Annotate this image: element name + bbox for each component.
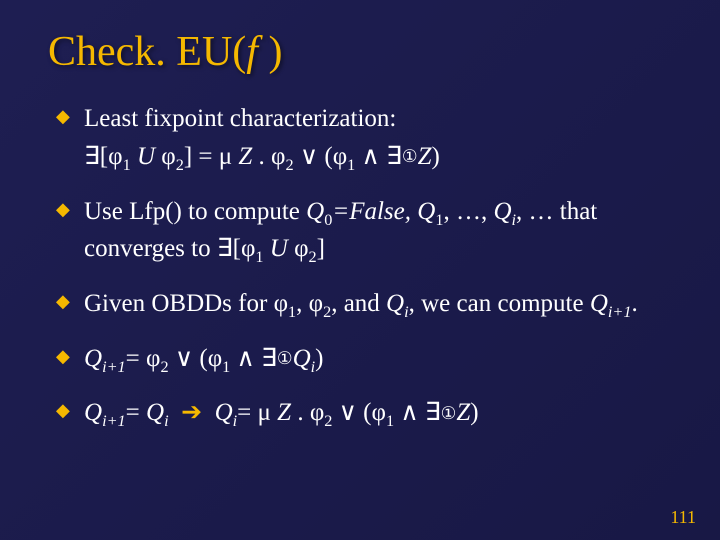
title-prefix: Check. EU( [48,29,246,75]
bullet-1-text: Least fixpoint characterization: [84,105,396,132]
b2-dots: , …, [443,198,493,225]
slide-title: Check. EU(f ) [48,28,672,76]
bullet-2: Use Lfp() to compute Q0=False, Q1, …, Qi… [56,195,672,269]
bullet-5: Qi+1= Qi ➔ Qi= μ Z . φ2 ∨ (φ1 ∧ ∃①Z) [56,396,672,433]
b2-a: Use Lfp() to compute [84,198,306,225]
title-var: f [246,29,258,75]
bullet-1-formula: ∃[φ1 U φ2] = μ Z . φ2 ∨ (φ1 ∧ ∃①Z) [84,140,672,177]
bullet-list: Least fixpoint characterization: ∃[φ1 U … [48,102,672,433]
page-number: 111 [670,507,696,528]
bullet-4: Qi+1= φ2 ∨ (φ1 ∧ ∃①Qi) [56,342,672,379]
b2-mid: =False, Q [332,198,435,225]
bullet-1: Least fixpoint characterization: ∃[φ1 U … [56,102,672,177]
title-suffix: ) [258,29,283,75]
b2-q0: Q [306,198,324,225]
slide-container: Check. EU(f ) Least fixpoint characteriz… [0,0,720,540]
bullet-3: Given OBDDs for φ1, φ2, and Qi, we can c… [56,287,672,324]
